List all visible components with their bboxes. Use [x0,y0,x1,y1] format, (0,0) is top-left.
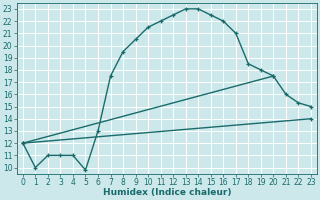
X-axis label: Humidex (Indice chaleur): Humidex (Indice chaleur) [103,188,231,197]
